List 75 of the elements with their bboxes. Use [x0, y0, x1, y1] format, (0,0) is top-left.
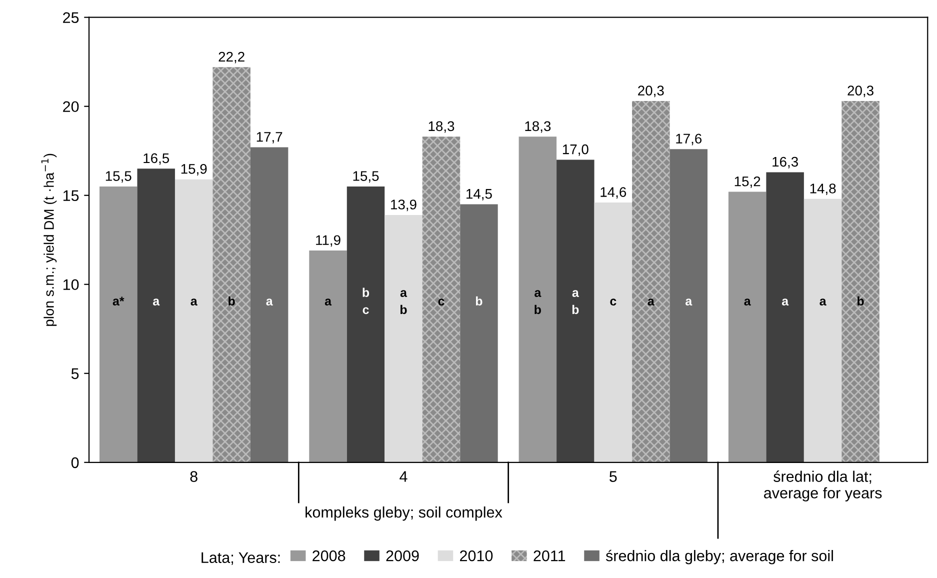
y-axis-title: plon s.m.; yield DM (t ·ha$^{−1}$)	[41, 154, 57, 326]
bar	[422, 136, 460, 462]
x-tick-label: 8	[190, 471, 198, 482]
data-label: 20,3	[848, 86, 874, 98]
x-axis-title: kompleks gleby; soil complex	[306, 506, 502, 521]
bar	[309, 250, 347, 462]
data-label: 16,3	[772, 156, 798, 168]
data-label: 20,3	[638, 86, 664, 98]
y-tick-label: 20	[63, 101, 79, 112]
data-label: 17,6	[676, 134, 702, 146]
data-label: 17,0	[562, 144, 588, 156]
annotation: b c	[362, 288, 370, 314]
legend-label: 2008	[312, 550, 346, 562]
bar	[842, 101, 880, 462]
bar	[346, 186, 385, 462]
annotation: a	[782, 298, 789, 306]
data-label: 15,2	[734, 176, 760, 188]
bar	[174, 179, 213, 462]
data-label: 14,5	[466, 189, 492, 200]
bar	[100, 186, 138, 462]
legend-title: Lata; Years:	[202, 552, 280, 565]
bar	[670, 149, 708, 462]
data-label: 15,5	[353, 171, 379, 183]
y-tick-label: 10	[63, 279, 79, 290]
annotation: c	[610, 298, 616, 306]
x-tick-label: 5	[610, 471, 617, 482]
bar	[250, 147, 288, 462]
bar	[766, 172, 804, 462]
data-label: 22,2	[218, 52, 244, 64]
data-label: 15,5	[106, 171, 132, 183]
annotation: a	[648, 298, 654, 306]
y-tick-label: 0	[71, 457, 79, 468]
data-label: 14,8	[810, 184, 836, 196]
bar	[594, 202, 632, 462]
annotation: a	[266, 298, 273, 306]
legend-label: 2009	[386, 550, 419, 562]
annotation: a b	[400, 290, 408, 314]
y-tick-label: 5	[71, 368, 79, 380]
legend-label: 2011	[534, 550, 566, 562]
bar	[518, 136, 557, 462]
annotation: a b	[572, 290, 579, 314]
data-label: 18,3	[525, 121, 551, 133]
bar	[728, 192, 766, 462]
annotation: a	[686, 298, 692, 306]
x-tick-label: średnio dla lat; average for years	[764, 470, 882, 502]
annotation: b	[228, 296, 235, 306]
bar	[460, 204, 498, 462]
x-tick-label: 4	[400, 471, 408, 482]
data-label: 18,3	[428, 121, 454, 133]
annotation: a*	[112, 296, 124, 306]
bar	[556, 160, 594, 462]
legend-label: 2010	[460, 550, 493, 562]
bar	[137, 168, 175, 462]
data-label: 17,7	[256, 132, 282, 144]
bar	[804, 198, 842, 462]
bar	[212, 67, 250, 462]
annotation: a	[190, 298, 198, 306]
data-label: 15,9	[181, 164, 207, 176]
annotation: b	[858, 296, 864, 306]
annotation: c	[438, 298, 444, 306]
data-label: 11,9	[316, 235, 340, 247]
annotation: b	[476, 296, 482, 306]
annotation: a	[152, 298, 160, 306]
y-tick-label: 15	[63, 190, 79, 202]
annotation: a	[820, 298, 826, 306]
bar	[632, 101, 670, 462]
y-tick-label: 25	[63, 12, 79, 24]
annotation: a	[744, 298, 751, 306]
data-label: 13,9	[391, 200, 416, 212]
data-label: 16,5	[144, 153, 170, 165]
annotation: a b	[534, 290, 542, 314]
annotation: a	[324, 298, 332, 306]
bar	[384, 214, 422, 462]
legend-label: średnio dla gleby; average for soil	[606, 550, 833, 564]
data-label: 14,6	[600, 187, 626, 199]
